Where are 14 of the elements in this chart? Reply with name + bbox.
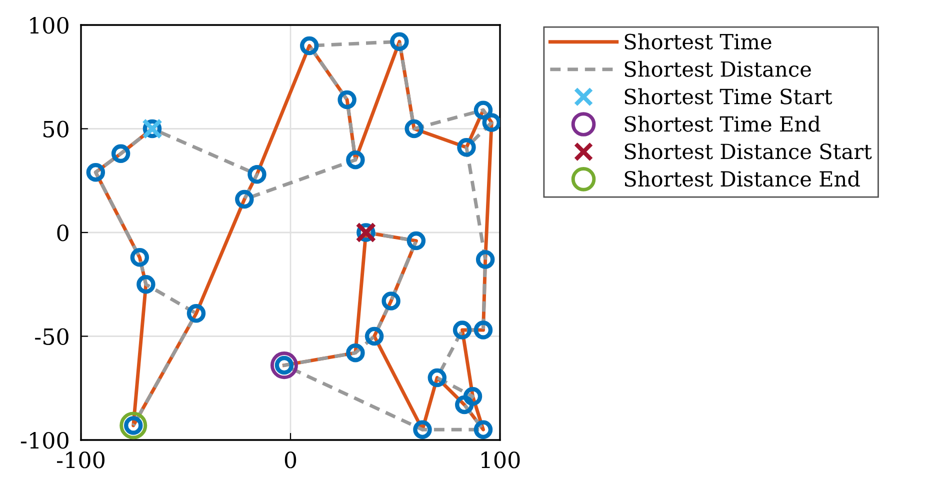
x-tick-label: -100 <box>57 452 104 468</box>
legend-label: Shortest Distance Start <box>624 143 872 160</box>
legend-label: Shortest Time Start <box>624 88 832 104</box>
y-tick-label: 50 <box>44 120 68 138</box>
legend-label: Shortest Time <box>624 33 772 50</box>
legend-label: Shortest Distance <box>624 60 811 77</box>
legend-label: Shortest Distance End <box>624 170 860 187</box>
legend-label: Shortest Time End <box>624 116 820 132</box>
y-tick-label: -100 <box>20 432 68 449</box>
y-tick-label: -50 <box>35 328 68 346</box>
x-tick-label: 0 <box>284 452 296 468</box>
y-tick-label: 0 <box>57 224 68 242</box>
x-tick-label: 100 <box>482 452 520 468</box>
y-tick-label: 100 <box>30 16 68 34</box>
